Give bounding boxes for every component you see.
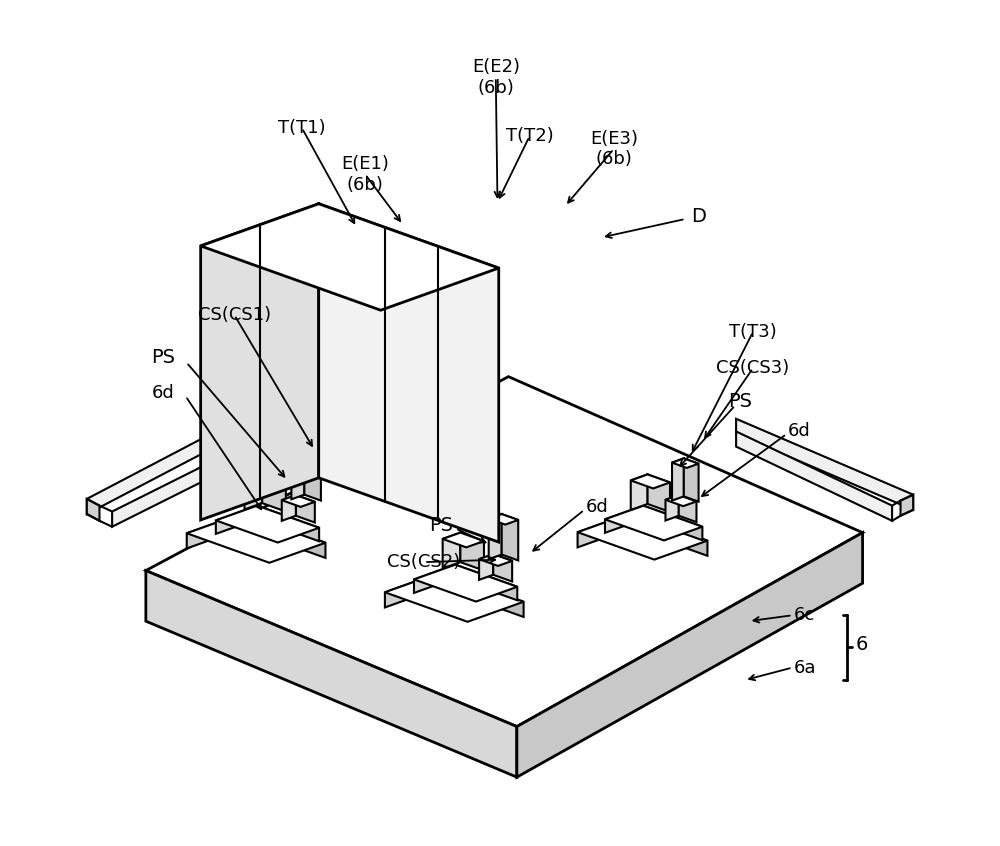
- Polygon shape: [489, 514, 502, 559]
- Polygon shape: [385, 572, 524, 622]
- Polygon shape: [489, 514, 518, 525]
- Polygon shape: [736, 431, 892, 521]
- Polygon shape: [605, 506, 702, 541]
- Polygon shape: [672, 459, 684, 501]
- Polygon shape: [578, 514, 707, 559]
- Polygon shape: [216, 506, 257, 534]
- Polygon shape: [493, 554, 512, 581]
- Polygon shape: [901, 495, 913, 516]
- Polygon shape: [187, 514, 243, 548]
- Polygon shape: [304, 454, 321, 501]
- Polygon shape: [441, 572, 524, 617]
- Text: 6: 6: [856, 635, 868, 654]
- Polygon shape: [319, 204, 499, 542]
- Polygon shape: [736, 419, 913, 510]
- Text: PS: PS: [429, 516, 453, 536]
- Polygon shape: [672, 459, 699, 468]
- Polygon shape: [479, 554, 493, 580]
- Polygon shape: [631, 475, 648, 510]
- Text: T(T3): T(T3): [729, 323, 777, 341]
- Polygon shape: [414, 564, 455, 593]
- Polygon shape: [262, 474, 286, 512]
- Polygon shape: [87, 499, 99, 521]
- Polygon shape: [146, 376, 863, 727]
- Polygon shape: [443, 533, 460, 569]
- Polygon shape: [257, 506, 319, 541]
- Text: CS(CS2): CS(CS2): [387, 553, 461, 571]
- Polygon shape: [684, 459, 699, 502]
- Text: PS: PS: [728, 393, 752, 411]
- Polygon shape: [201, 204, 319, 520]
- Polygon shape: [243, 514, 325, 558]
- Text: CS(CS1): CS(CS1): [198, 306, 271, 324]
- Text: T(T1): T(T1): [278, 119, 326, 137]
- Text: E(E1)
(6b): E(E1) (6b): [341, 155, 389, 194]
- Polygon shape: [216, 506, 319, 542]
- Polygon shape: [245, 474, 262, 509]
- Text: E(E3)
(6b): E(E3) (6b): [590, 129, 638, 168]
- Text: PS: PS: [151, 348, 175, 366]
- Polygon shape: [443, 533, 484, 547]
- Polygon shape: [282, 495, 296, 521]
- Polygon shape: [112, 436, 264, 527]
- Polygon shape: [679, 495, 696, 522]
- Polygon shape: [665, 495, 696, 506]
- Text: E(E2)
(6b): E(E2) (6b): [472, 58, 520, 96]
- Polygon shape: [385, 572, 441, 607]
- Polygon shape: [648, 475, 670, 512]
- Text: 6d: 6d: [151, 384, 174, 403]
- Text: CS(CS3): CS(CS3): [716, 360, 790, 377]
- Polygon shape: [455, 564, 517, 601]
- Polygon shape: [201, 204, 499, 310]
- Polygon shape: [643, 506, 702, 541]
- Polygon shape: [291, 454, 304, 499]
- Polygon shape: [291, 454, 321, 464]
- Polygon shape: [87, 406, 264, 514]
- Text: D: D: [691, 207, 706, 226]
- Polygon shape: [605, 506, 643, 533]
- Text: 6d: 6d: [586, 498, 608, 516]
- Polygon shape: [146, 570, 517, 777]
- Polygon shape: [479, 554, 512, 566]
- Polygon shape: [296, 495, 315, 523]
- Polygon shape: [517, 533, 863, 777]
- Text: 6d: 6d: [788, 422, 811, 441]
- Polygon shape: [631, 514, 707, 556]
- Polygon shape: [245, 474, 286, 488]
- Text: T(T2): T(T2): [506, 127, 553, 146]
- Polygon shape: [502, 514, 518, 560]
- Polygon shape: [460, 533, 484, 570]
- Polygon shape: [665, 495, 679, 520]
- Text: 6a: 6a: [793, 658, 816, 677]
- Polygon shape: [187, 514, 325, 563]
- Polygon shape: [631, 475, 670, 488]
- Text: 6c: 6c: [793, 607, 815, 624]
- Polygon shape: [414, 564, 517, 602]
- Polygon shape: [578, 514, 631, 547]
- Polygon shape: [282, 495, 315, 507]
